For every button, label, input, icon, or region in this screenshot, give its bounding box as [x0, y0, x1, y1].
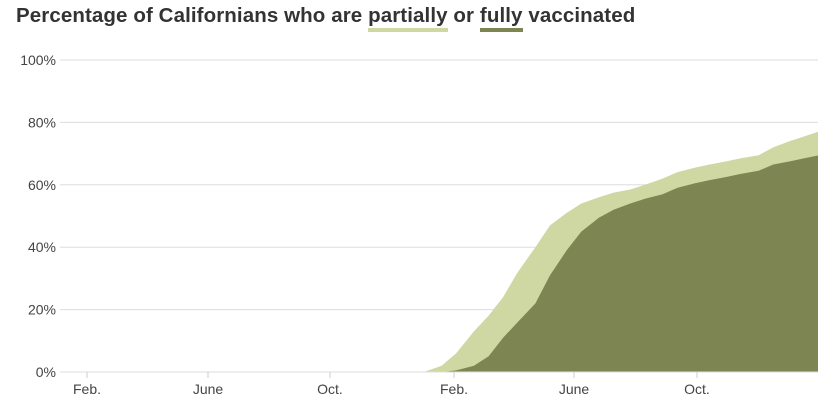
x-tick-label: Feb.	[73, 381, 101, 397]
x-tick-label: Oct.	[684, 381, 710, 397]
x-tick-label: Oct.	[317, 381, 343, 397]
x-axis-labels: Feb. June Oct. Feb. June Oct.	[73, 372, 710, 397]
y-axis-labels: 0% 20% 40% 60% 80% 100%	[20, 52, 56, 380]
fully-vaccinated-area	[60, 155, 818, 372]
y-tick-label: 0%	[36, 364, 56, 380]
x-tick-label: Feb.	[440, 381, 468, 397]
legend-partial-label: partially	[368, 5, 448, 32]
title-middle: or	[447, 4, 480, 27]
title-prefix: Percentage of Californians who are	[16, 4, 369, 27]
y-tick-label: 40%	[28, 239, 56, 255]
x-tick-label: June	[193, 381, 224, 397]
y-tick-label: 20%	[28, 302, 56, 318]
x-tick-label: June	[559, 381, 590, 397]
title-suffix: vaccinated	[522, 4, 636, 27]
y-tick-label: 60%	[28, 177, 56, 193]
y-tick-label: 80%	[28, 114, 56, 130]
y-tick-label: 100%	[20, 52, 56, 68]
chart-title: Percentage of Californians who are parti…	[16, 4, 635, 32]
legend-fully-label: fully	[479, 5, 523, 32]
